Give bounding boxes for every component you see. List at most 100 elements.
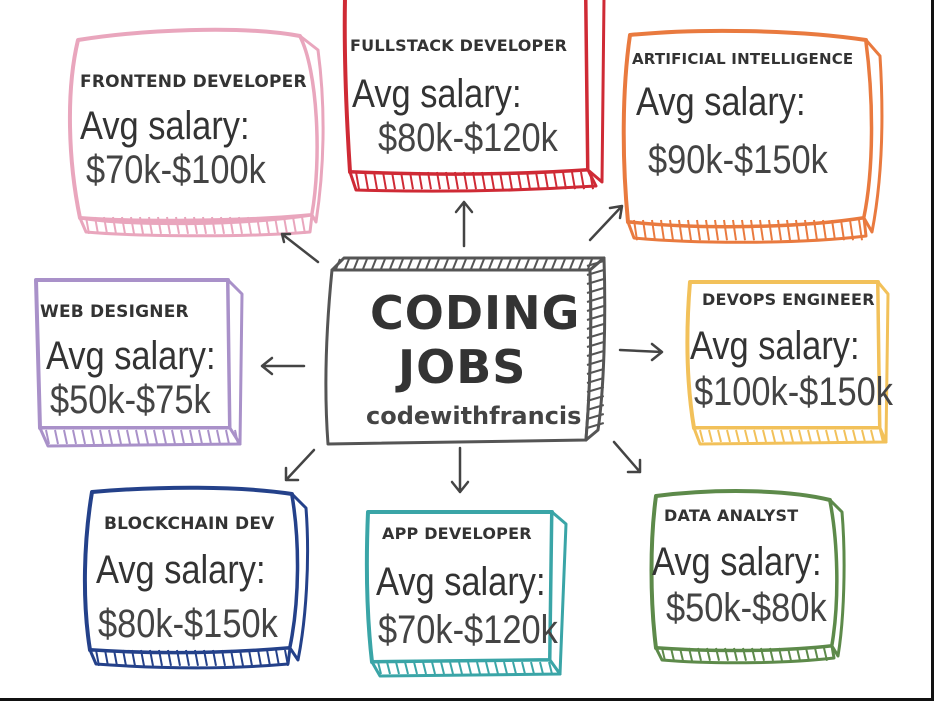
hatch-line-dataanalyst bbox=[661, 647, 666, 662]
hatch-line-blockchain bbox=[248, 649, 253, 666]
hatch-line-fullstack bbox=[526, 171, 531, 190]
hatch-line-dataanalyst bbox=[769, 647, 774, 662]
hatch-line-ai bbox=[822, 219, 827, 241]
hatch-line-webdesigner bbox=[99, 429, 104, 445]
hatch-line-frontend bbox=[238, 216, 243, 234]
hatch-line-ai bbox=[705, 219, 710, 241]
hatch-line-ai bbox=[804, 219, 809, 241]
hatch-line-devops bbox=[879, 429, 884, 443]
hatch-line-center bbox=[380, 258, 386, 270]
hatch-line-appdev bbox=[503, 661, 508, 675]
hatch-line-center bbox=[587, 258, 593, 270]
hatch-line-webdesigner bbox=[153, 429, 158, 445]
salary-range-frontend: $70k-$100k bbox=[86, 148, 266, 192]
hatch-line-ai bbox=[660, 219, 665, 241]
hatch-line-frontend bbox=[220, 216, 225, 234]
salary-range-ai: $90k-$150k bbox=[648, 138, 828, 182]
hatch-line-dataanalyst bbox=[823, 647, 828, 662]
job-title-devops: DEVOPS ENGINEER bbox=[702, 290, 875, 309]
arrow-to-blockchain bbox=[284, 448, 316, 482]
hatch-line-blockchain bbox=[122, 649, 127, 666]
fullstack-box-frame bbox=[342, 0, 606, 193]
arrow-to-fullstack bbox=[454, 200, 474, 248]
hatch-line-frontend bbox=[301, 216, 306, 234]
hatch-line-center bbox=[586, 395, 605, 402]
hatch-line-fullstack bbox=[463, 171, 468, 190]
hatch-line-webdesigner bbox=[72, 429, 77, 445]
hatch-line-appdev bbox=[512, 661, 517, 675]
hatch-line-appdev bbox=[431, 661, 436, 675]
hatch-line-fullstack bbox=[589, 171, 594, 190]
hatch-line-fullstack bbox=[481, 171, 486, 190]
hatch-line-center bbox=[560, 258, 566, 270]
hatch-line-fullstack bbox=[364, 171, 369, 190]
hatch-line-center bbox=[586, 278, 605, 285]
frontend-box-side bbox=[298, 34, 325, 224]
hatch-line-appdev bbox=[494, 661, 499, 675]
hatch-line-center bbox=[479, 258, 485, 270]
hatch-line-blockchain bbox=[140, 649, 145, 666]
hatch-line-ai bbox=[750, 219, 755, 241]
arrow-to-appdev bbox=[450, 446, 470, 494]
hatch-line-webdesigner bbox=[117, 429, 122, 445]
hatch-line-devops bbox=[735, 429, 740, 443]
salary-range-blockchain: $80k-$150k bbox=[98, 602, 278, 646]
hatch-line-appdev bbox=[485, 661, 490, 675]
hatch-line-webdesigner bbox=[198, 429, 203, 445]
hatch-line-devops bbox=[762, 429, 767, 443]
hatch-line-appdev bbox=[422, 661, 427, 675]
hatch-line-center bbox=[586, 377, 605, 384]
job-title-blockchain: BLOCKCHAIN DEV bbox=[104, 514, 275, 534]
hatch-line-appdev bbox=[377, 661, 382, 675]
hatch-line-webdesigner bbox=[162, 429, 167, 445]
hatch-line-fullstack bbox=[499, 171, 504, 190]
hatch-line-dataanalyst bbox=[805, 647, 810, 662]
hatch-line-center bbox=[389, 258, 395, 270]
hatch-line-fullstack bbox=[544, 171, 549, 190]
hatch-line-webdesigner bbox=[144, 429, 149, 445]
hatch-line-center bbox=[586, 404, 605, 411]
job-title-webdesigner: WEB DESIGNER bbox=[40, 302, 189, 322]
hatch-line-center bbox=[533, 258, 539, 270]
hatch-line-appdev bbox=[413, 661, 418, 675]
hatch-line-ai bbox=[732, 219, 737, 241]
hatch-line-fullstack bbox=[355, 171, 360, 190]
hatch-line-devops bbox=[780, 429, 785, 443]
hatch-line-center bbox=[551, 258, 557, 270]
hatch-line-blockchain bbox=[104, 649, 109, 666]
hatch-line-fullstack bbox=[490, 171, 495, 190]
hatch-line-fullstack bbox=[454, 171, 459, 190]
hatch-line-fullstack bbox=[427, 171, 432, 190]
hatch-line-fullstack bbox=[472, 171, 477, 190]
hatch-line-fullstack bbox=[391, 171, 396, 190]
hatch-line-ai bbox=[678, 219, 683, 241]
hatch-line-dataanalyst bbox=[724, 647, 729, 662]
hatch-line-dataanalyst bbox=[706, 647, 711, 662]
hatch-line-devops bbox=[789, 429, 794, 443]
hatch-line-center bbox=[434, 258, 440, 270]
hatch-line-blockchain bbox=[176, 649, 181, 666]
hatch-line-frontend bbox=[157, 216, 162, 234]
hatch-line-center bbox=[506, 258, 512, 270]
hatch-line-webdesigner bbox=[234, 429, 239, 445]
hatch-line-frontend bbox=[175, 216, 180, 234]
fullstack-box-side bbox=[584, 0, 606, 184]
hatch-line-dataanalyst bbox=[697, 647, 702, 662]
hatch-line-webdesigner bbox=[189, 429, 194, 445]
hatch-line-appdev bbox=[476, 661, 481, 675]
hatch-line-frontend bbox=[139, 216, 144, 234]
hatch-line-center bbox=[586, 368, 605, 375]
salary-label-blockchain: Avg salary: bbox=[96, 548, 266, 592]
webdesigner-box-side bbox=[226, 278, 244, 446]
hatch-line-frontend bbox=[247, 216, 252, 234]
hatch-line-devops bbox=[843, 429, 848, 443]
hatch-line-fullstack bbox=[517, 171, 522, 190]
hatch-line-webdesigner bbox=[54, 429, 59, 445]
hatch-line-devops bbox=[726, 429, 731, 443]
hatch-line-center bbox=[542, 258, 548, 270]
hatch-line-ai bbox=[813, 219, 818, 241]
hatch-line-webdesigner bbox=[90, 429, 95, 445]
